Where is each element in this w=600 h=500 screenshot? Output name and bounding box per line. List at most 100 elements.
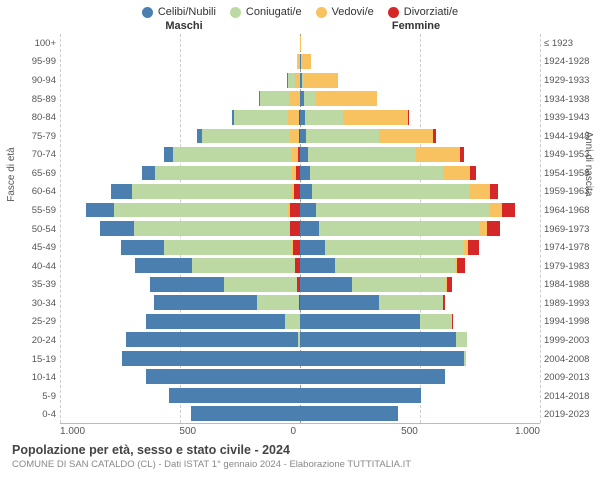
pyramid-row: [60, 164, 540, 183]
seg-single: [126, 332, 298, 347]
x-axis-left: 1.000 500 0: [60, 426, 296, 437]
seg-widowed: [290, 129, 298, 144]
seg-married: [114, 203, 288, 218]
seg-single: [300, 240, 325, 255]
pyramid-row: [60, 219, 540, 238]
female-half: [300, 90, 540, 109]
seg-divorced: [443, 295, 445, 310]
x-tick: 1.000: [60, 426, 85, 437]
male-half: [60, 145, 300, 164]
pyramid-row: [60, 368, 540, 387]
age-label: 75-79: [8, 127, 56, 146]
female-half: [300, 182, 540, 201]
male-half: [60, 386, 300, 405]
seg-single: [300, 295, 379, 310]
legend-label: Divorziati/e: [404, 6, 458, 18]
seg-single: [169, 388, 300, 403]
population-pyramid-chart: Celibi/NubiliConiugati/eVedovi/eDivorzia…: [0, 0, 600, 500]
male-half: [60, 53, 300, 72]
seg-widowed: [379, 129, 433, 144]
seg-married: [202, 129, 291, 144]
birth-label: 2009-2013: [544, 368, 592, 387]
legend-item: Vedovi/e: [316, 6, 374, 18]
seg-divorced: [460, 147, 464, 162]
seg-married: [316, 203, 490, 218]
chart-subtitle: COMUNE DI SAN CATALDO (CL) - Dati ISTAT …: [12, 457, 588, 470]
age-label: 20-24: [8, 331, 56, 350]
seg-married: [420, 314, 452, 329]
male-half: [60, 219, 300, 238]
seg-divorced: [408, 110, 409, 125]
seg-single: [300, 332, 456, 347]
pyramid-row: [60, 386, 540, 405]
pyramid-row: [60, 145, 540, 164]
seg-widowed: [480, 221, 487, 236]
seg-widowed: [304, 73, 338, 88]
birth-label: 1964-1968: [544, 201, 592, 220]
male-half: [60, 293, 300, 312]
seg-married: [304, 91, 316, 106]
seg-single: [146, 369, 300, 384]
age-label: 15-19: [8, 350, 56, 369]
male-half: [60, 256, 300, 275]
seg-married: [464, 351, 465, 366]
x-tick: 500: [401, 426, 418, 437]
seg-married: [192, 258, 295, 273]
seg-married: [352, 277, 447, 292]
pyramid-row: [60, 349, 540, 368]
seg-married: [260, 91, 289, 106]
pyramid-row: [60, 312, 540, 331]
female-half: [300, 312, 540, 331]
legend-swatch: [316, 7, 327, 18]
seg-single: [150, 277, 224, 292]
seg-divorced: [470, 166, 476, 181]
pyramid-row: [60, 275, 540, 294]
seg-married: [164, 240, 292, 255]
pyramid-row: [60, 293, 540, 312]
pyramid-row: [60, 331, 540, 350]
seg-single: [164, 147, 172, 162]
seg-single: [154, 295, 257, 310]
seg-married: [155, 166, 292, 181]
legend: Celibi/NubiliConiugati/eVedovi/eDivorzia…: [8, 4, 592, 20]
birth-label: ≤ 1923: [544, 34, 592, 53]
birth-label: 2014-2018: [544, 387, 592, 406]
y-axis-age: 100+95-9990-9485-8980-8475-7970-7465-696…: [8, 34, 60, 424]
seg-single: [300, 147, 308, 162]
age-label: 25-29: [8, 313, 56, 332]
seg-widowed: [490, 203, 502, 218]
birth-label: 1999-2003: [544, 331, 592, 350]
seg-divorced: [468, 240, 479, 255]
age-label: 35-39: [8, 276, 56, 295]
pyramid-row: [60, 256, 540, 275]
birth-label: 1934-1938: [544, 90, 592, 109]
seg-single: [300, 166, 310, 181]
age-label: 5-9: [8, 387, 56, 406]
seg-single: [121, 240, 164, 255]
female-half: [300, 386, 540, 405]
legend-item: Divorziati/e: [388, 6, 458, 18]
age-label: 85-89: [8, 90, 56, 109]
plot-area: Fasce di età Anni di nascita 100+95-9990…: [8, 34, 592, 424]
seg-single: [300, 314, 420, 329]
seg-widowed: [301, 54, 311, 69]
seg-married: [306, 129, 379, 144]
male-half: [60, 368, 300, 387]
birth-label: 1969-1973: [544, 220, 592, 239]
seg-married: [325, 240, 464, 255]
header-female: Femmine: [300, 20, 532, 32]
birth-label: 1929-1933: [544, 71, 592, 90]
seg-widowed: [343, 110, 408, 125]
age-label: 95-99: [8, 53, 56, 72]
seg-married: [305, 110, 343, 125]
seg-widowed: [300, 36, 301, 51]
seg-single: [142, 166, 155, 181]
legend-label: Vedovi/e: [332, 6, 374, 18]
seg-single: [100, 221, 135, 236]
legend-item: Coniugati/e: [230, 6, 302, 18]
birth-label: 1924-1928: [544, 53, 592, 72]
male-half: [60, 275, 300, 294]
seg-married: [312, 184, 470, 199]
male-half: [60, 312, 300, 331]
seg-single: [300, 221, 319, 236]
